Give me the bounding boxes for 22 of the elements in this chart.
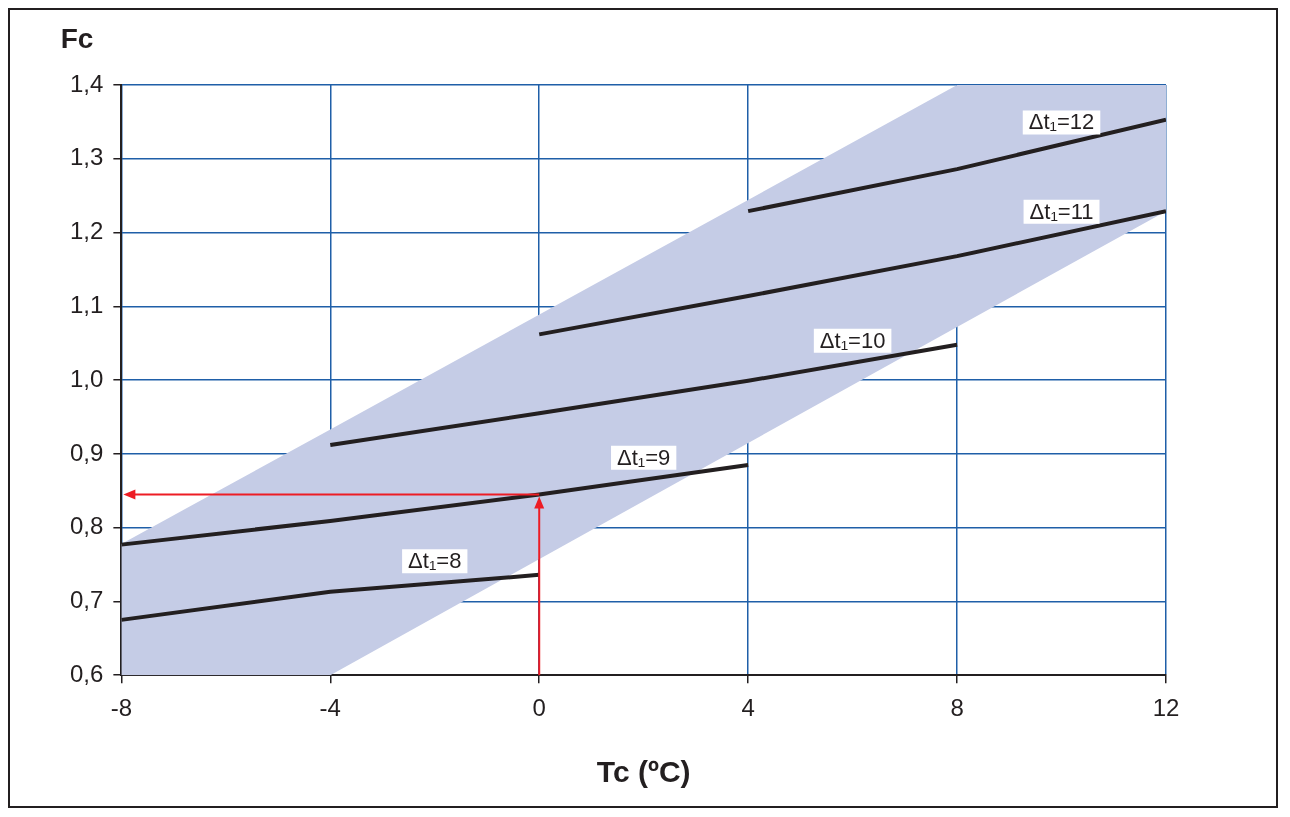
y-tick-label: 1,4 [69, 69, 104, 97]
y-axis-title: Fc [60, 22, 94, 54]
x-tick-label: 8 [950, 694, 964, 722]
series-label: Δt₁=10 [819, 327, 886, 353]
series-label: Δt₁=12 [1028, 109, 1095, 135]
series-label: Δt₁=11 [1029, 198, 1094, 224]
x-tick-label: -8 [110, 694, 133, 722]
series-label: Δt₁=8 [408, 548, 462, 574]
y-tick-label: 0,7 [69, 586, 104, 614]
x-tick-label: 12 [1152, 694, 1180, 722]
x-tick-label: 0 [532, 694, 546, 722]
y-tick-label: 0,6 [69, 659, 104, 687]
x-axis-title: Tc (ºC) [596, 755, 691, 789]
y-tick-label: 0,9 [69, 438, 104, 466]
x-tick-label: -4 [319, 694, 341, 722]
y-tick-label: 1,3 [69, 143, 104, 171]
y-tick-label: 1,2 [69, 217, 104, 245]
x-tick-label: 4 [741, 694, 755, 722]
series-label: Δt₁=9 [617, 444, 671, 470]
y-tick-label: 0,8 [69, 512, 104, 540]
y-tick-label: 1,0 [69, 364, 104, 392]
y-tick-label: 1,1 [69, 290, 104, 318]
